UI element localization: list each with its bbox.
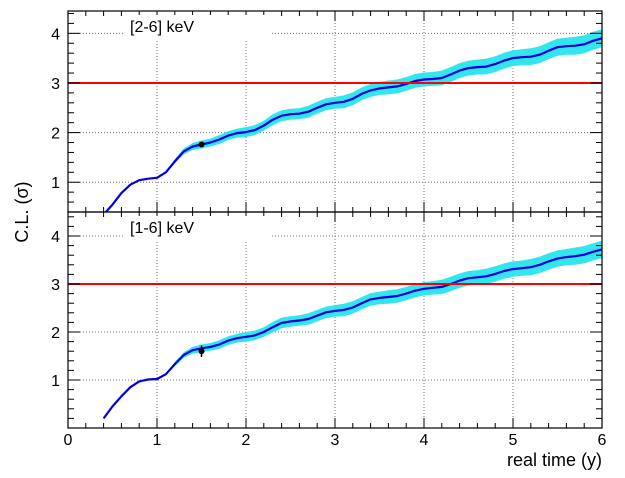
top-ytick-label: 3	[51, 76, 60, 93]
bottom-ytick-label: 3	[51, 277, 60, 294]
bottom-xtick-label: 6	[598, 432, 607, 449]
bottom-title-box	[124, 216, 270, 242]
panel-top: 1 2 3 4 [2-6] keV	[51, 10, 603, 213]
bottom-xtick-label: 2	[242, 432, 251, 449]
top-plot-area	[68, 29, 602, 212]
x-axis-label: real time (y)	[507, 450, 602, 470]
top-ytick-label: 2	[51, 126, 60, 143]
bottom-ytick-label: 2	[51, 325, 60, 342]
top-cl-curve	[104, 37, 602, 212]
bottom-xtick-label: 4	[420, 432, 429, 449]
bottom-data-point	[198, 348, 205, 355]
top-uncertainty-band	[105, 29, 602, 212]
bottom-cl-curve	[102, 248, 602, 420]
bottom-xtick-label: 5	[509, 432, 518, 449]
top-ytick-label: 1	[51, 175, 60, 192]
top-title: [2-6] keV	[130, 19, 194, 36]
panel-bottom: 1 2 3 4 0 1 2 3 4 5 6 [1-6] keV	[51, 211, 607, 449]
y-axis-label: C.L. (σ)	[12, 181, 32, 242]
bottom-xtick-label: 3	[331, 432, 340, 449]
top-data-point	[198, 141, 205, 148]
bottom-xtick-label: 0	[64, 432, 73, 449]
bottom-ytick-label: 1	[51, 373, 60, 390]
bottom-uncertainty-band	[103, 240, 602, 419]
top-ytick-label: 4	[51, 26, 60, 43]
bottom-ytick-label: 4	[51, 229, 60, 246]
bottom-xtick-label: 1	[153, 432, 162, 449]
bottom-title: [1-6] keV	[130, 220, 194, 237]
bottom-plot-area	[68, 240, 602, 420]
top-title-box	[124, 15, 270, 41]
